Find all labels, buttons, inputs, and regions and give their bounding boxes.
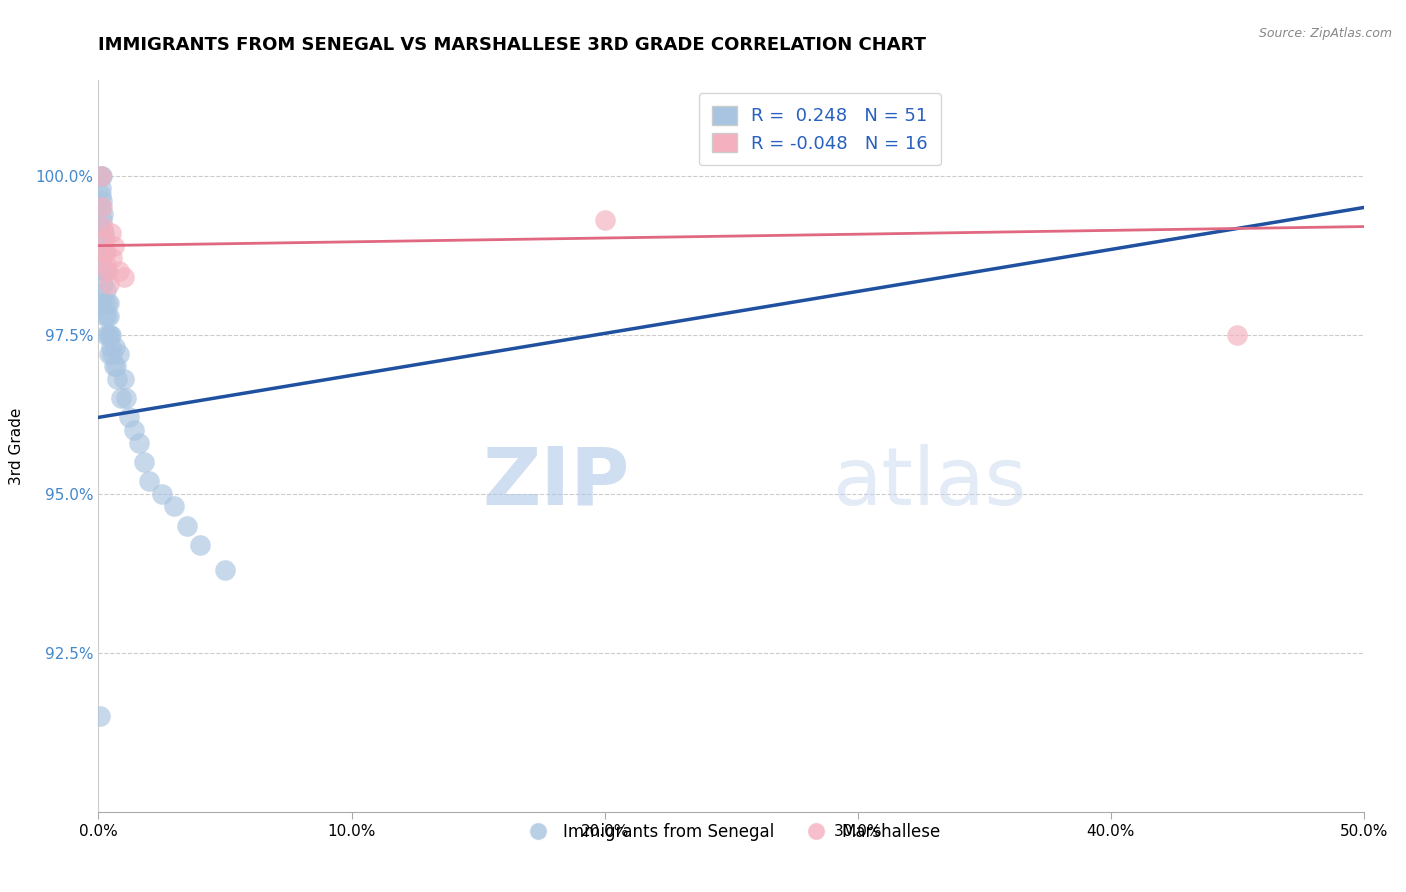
Text: atlas: atlas xyxy=(832,443,1026,522)
Point xyxy=(96,264,118,278)
Point xyxy=(112,372,135,386)
Point xyxy=(593,213,616,227)
Point xyxy=(100,226,122,240)
Point xyxy=(94,327,117,342)
Point xyxy=(89,296,111,310)
Point xyxy=(98,309,121,323)
Point xyxy=(89,219,111,234)
Point xyxy=(90,169,112,183)
Point xyxy=(107,347,129,361)
Point xyxy=(97,296,120,310)
Point xyxy=(93,232,117,246)
Point xyxy=(93,219,115,234)
Point xyxy=(107,264,129,278)
Text: Source: ZipAtlas.com: Source: ZipAtlas.com xyxy=(1258,27,1392,40)
Point xyxy=(115,392,138,406)
Point xyxy=(100,340,122,354)
Point xyxy=(90,181,112,195)
Point xyxy=(122,423,145,437)
Point xyxy=(96,264,118,278)
Point xyxy=(90,201,112,215)
Point xyxy=(98,327,121,342)
Point xyxy=(91,213,114,227)
Point xyxy=(138,474,160,488)
Point xyxy=(90,169,112,183)
Legend: Immigrants from Senegal, Marshallese: Immigrants from Senegal, Marshallese xyxy=(515,816,948,847)
Point xyxy=(97,277,120,291)
Point xyxy=(101,252,124,266)
Point xyxy=(96,296,118,310)
Point xyxy=(93,277,115,291)
Point xyxy=(104,340,127,354)
Point xyxy=(94,264,117,278)
Point xyxy=(91,245,114,260)
Point xyxy=(97,327,120,342)
Point xyxy=(93,296,115,310)
Point xyxy=(93,309,117,323)
Point xyxy=(105,359,128,374)
Point xyxy=(188,538,211,552)
Text: ZIP: ZIP xyxy=(482,443,630,522)
Point xyxy=(94,245,117,260)
Point xyxy=(96,309,118,323)
Point xyxy=(101,347,124,361)
Point xyxy=(132,455,155,469)
Point xyxy=(89,709,111,723)
Point xyxy=(93,232,115,246)
Point xyxy=(150,486,173,500)
Point xyxy=(128,435,150,450)
Point xyxy=(103,359,125,374)
Point xyxy=(91,194,114,208)
Point xyxy=(94,258,117,272)
Point xyxy=(112,270,135,285)
Point xyxy=(94,283,117,297)
Point xyxy=(97,347,120,361)
Point xyxy=(93,245,117,260)
Point xyxy=(93,245,115,260)
Point xyxy=(91,207,114,221)
Point xyxy=(100,327,122,342)
Point xyxy=(176,518,198,533)
Text: IMMIGRANTS FROM SENEGAL VS MARSHALLESE 3RD GRADE CORRELATION CHART: IMMIGRANTS FROM SENEGAL VS MARSHALLESE 3… xyxy=(98,36,927,54)
Point xyxy=(90,169,112,183)
Point xyxy=(91,264,114,278)
Point xyxy=(1226,327,1249,342)
Point xyxy=(110,392,132,406)
Point xyxy=(214,563,236,577)
Y-axis label: 3rd Grade: 3rd Grade xyxy=(10,408,24,484)
Point xyxy=(91,201,114,215)
Point xyxy=(103,238,125,252)
Point xyxy=(118,410,141,425)
Point xyxy=(90,187,112,202)
Point xyxy=(163,500,186,514)
Point xyxy=(93,226,115,240)
Point xyxy=(107,372,129,386)
